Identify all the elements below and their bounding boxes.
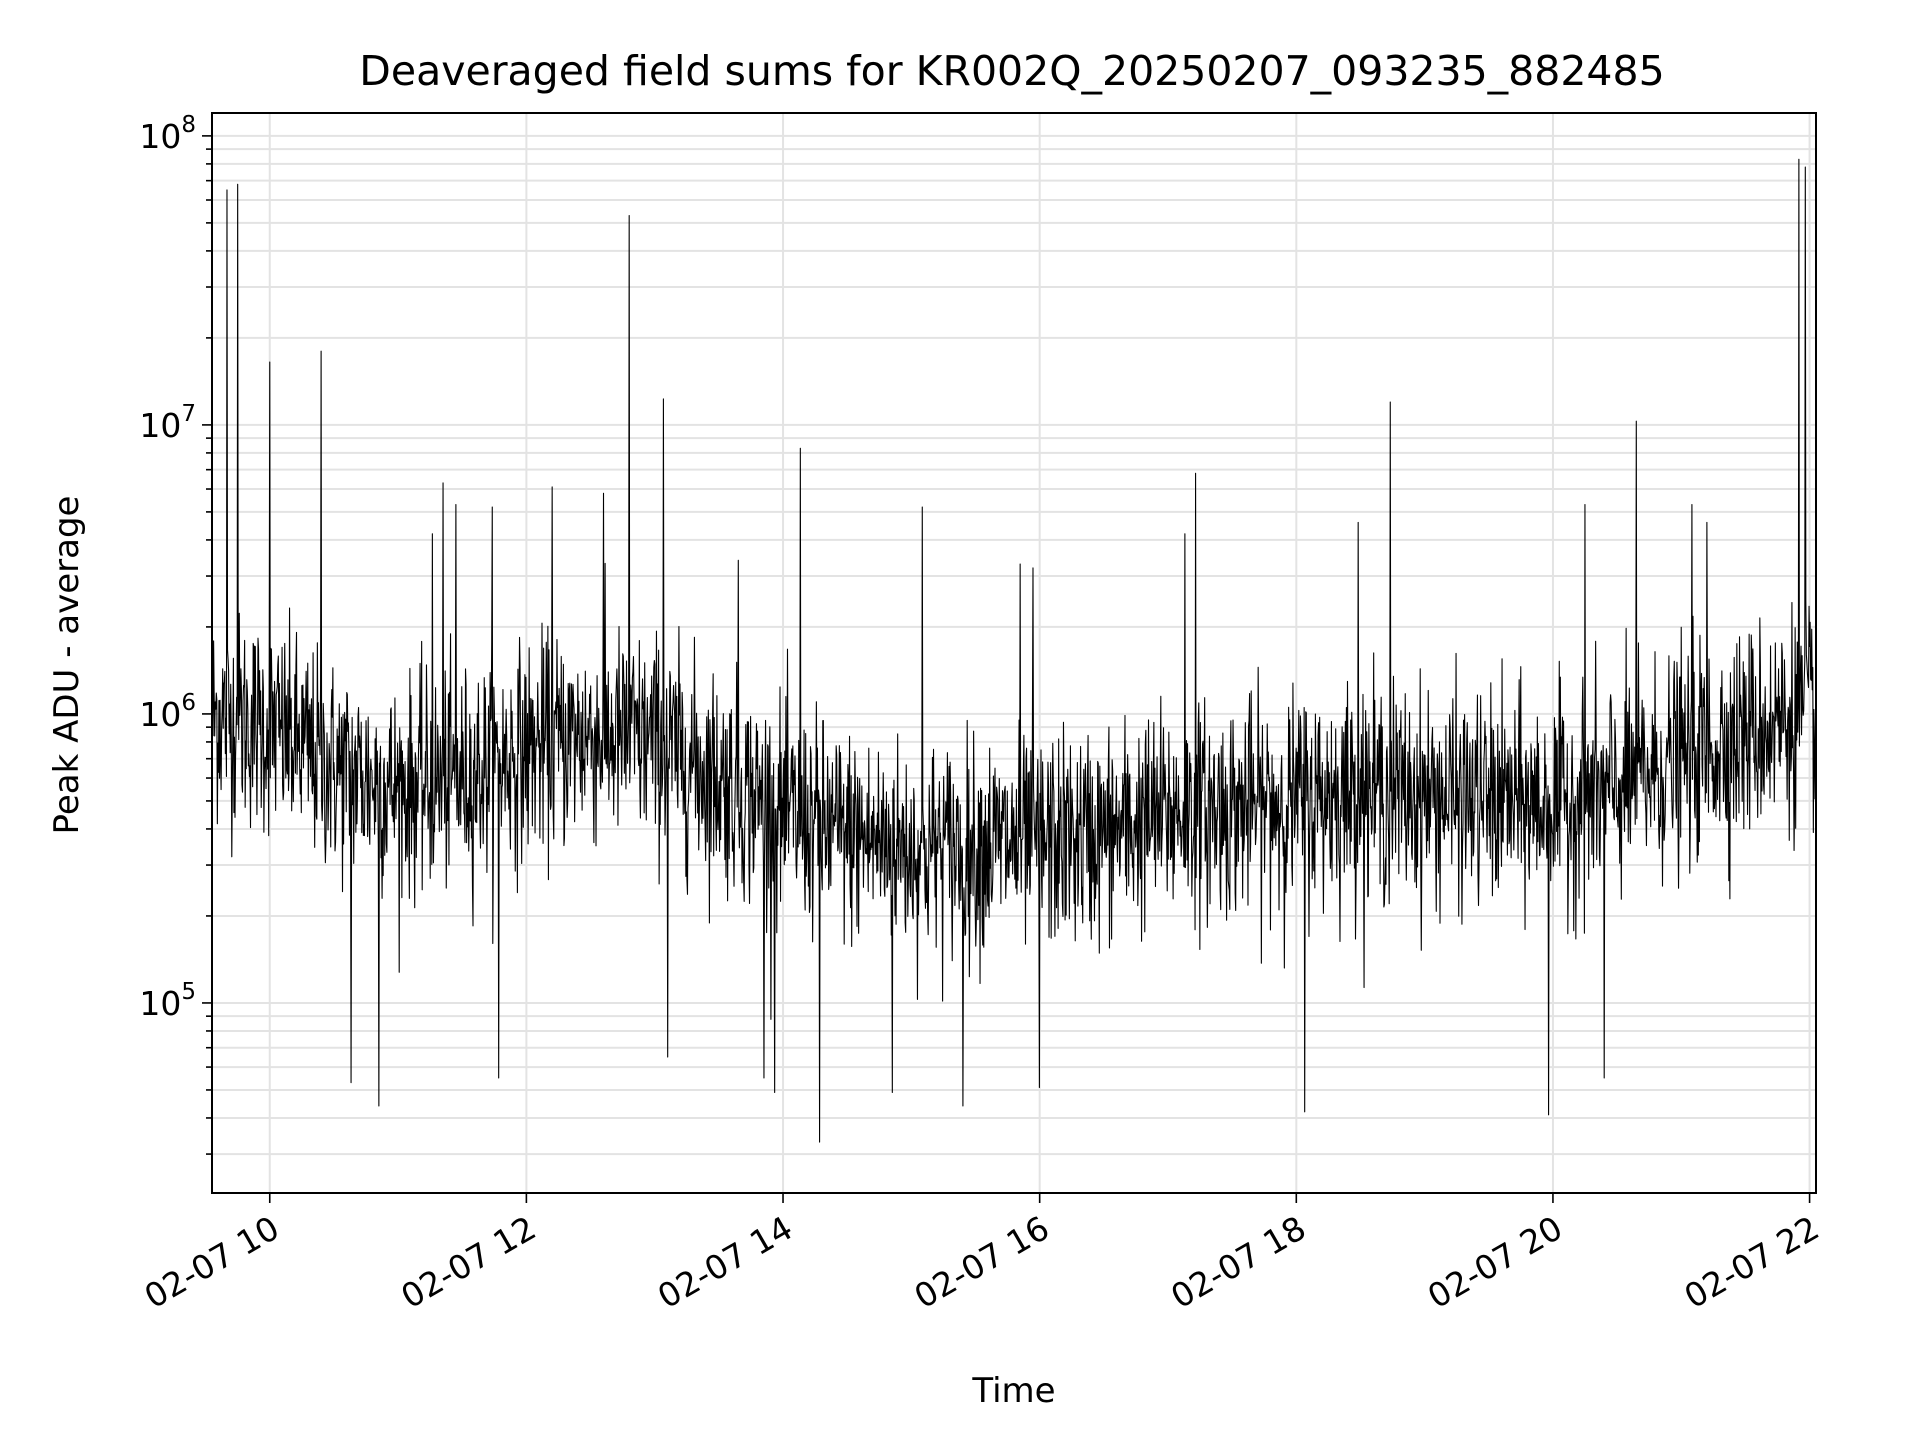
y-tick-exponent: 5 [181,979,196,1005]
x-tick-label: 02-07 16 [908,1208,1056,1316]
y-tick-label: 107 [139,401,196,445]
x-tick-label: 02-07 14 [651,1208,799,1316]
y-tick-base: 10 [139,406,181,445]
y-tick-label: 105 [139,979,196,1023]
x-tick-label: 02-07 12 [394,1208,542,1316]
y-tick-label: 108 [139,112,196,156]
chart-title: Deaveraged field sums for KR002Q_2025020… [359,47,1664,95]
y-tick-exponent: 6 [181,690,196,716]
y-tick-label: 106 [139,690,196,734]
x-tick-label: 02-07 20 [1421,1208,1569,1316]
x-tick-label: 02-07 18 [1164,1208,1312,1316]
y-tick-base: 10 [139,984,181,1023]
y-tick-base: 10 [139,117,181,156]
x-tick-label: 02-07 10 [138,1208,286,1316]
series-line [211,158,1817,1143]
x-tick-label: 02-07 22 [1678,1208,1826,1316]
y-tick-exponent: 7 [181,401,196,427]
plot-frame [211,112,1817,1194]
grid [212,113,1816,1193]
y-tick-exponent: 8 [181,112,196,138]
y-axis-label: Peak ADU - average [47,496,87,835]
x-axis-label: Time [971,1371,1055,1411]
y-tick-base: 10 [139,695,181,734]
data-series [211,158,1817,1143]
x-axis-ticks: 02-07 10 02-07 12 02-07 14 02-07 16 02-07 18… [138,1193,1826,1316]
